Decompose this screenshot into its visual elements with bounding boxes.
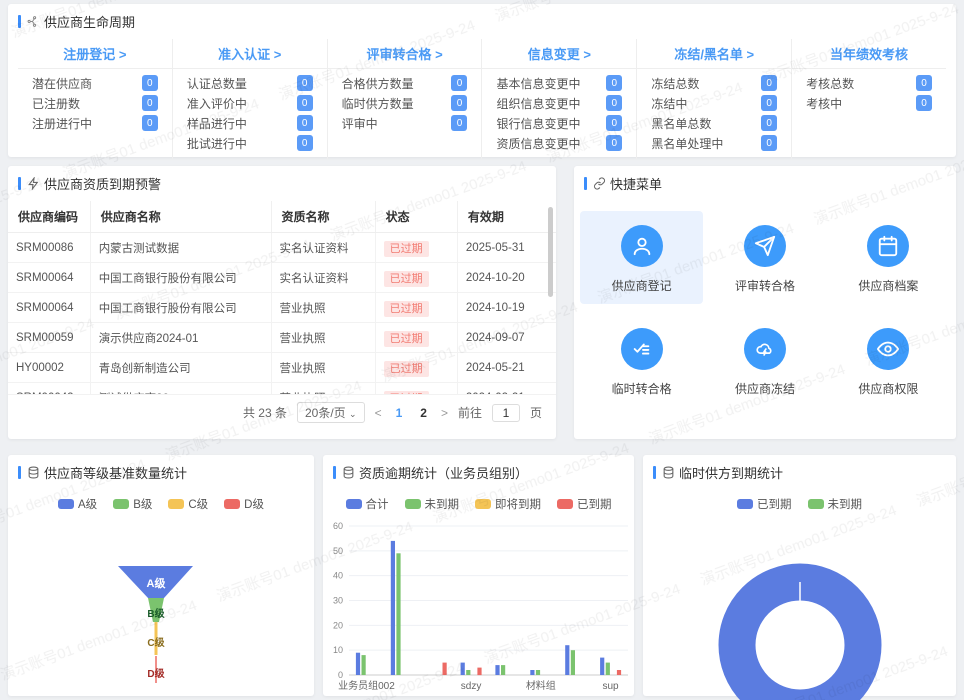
svg-text:50: 50	[333, 546, 343, 556]
svg-text:10: 10	[333, 645, 343, 655]
svg-text:A级: A级	[147, 576, 167, 590]
svg-text:0: 0	[338, 670, 343, 680]
svg-text:20: 20	[333, 620, 343, 630]
svg-text:60: 60	[333, 521, 343, 531]
svg-text:材料组: 材料组	[526, 679, 556, 692]
svg-text:40: 40	[333, 571, 343, 581]
svg-text:sup: sup	[603, 681, 620, 692]
svg-text:业务员组002: 业务员组002	[338, 679, 395, 692]
svg-text:C级: C级	[147, 636, 165, 649]
svg-text:B级: B级	[147, 607, 165, 620]
svg-text:30: 30	[333, 596, 343, 606]
svg-text:D级: D级	[147, 667, 165, 680]
svg-text:sdzy: sdzy	[461, 681, 482, 692]
